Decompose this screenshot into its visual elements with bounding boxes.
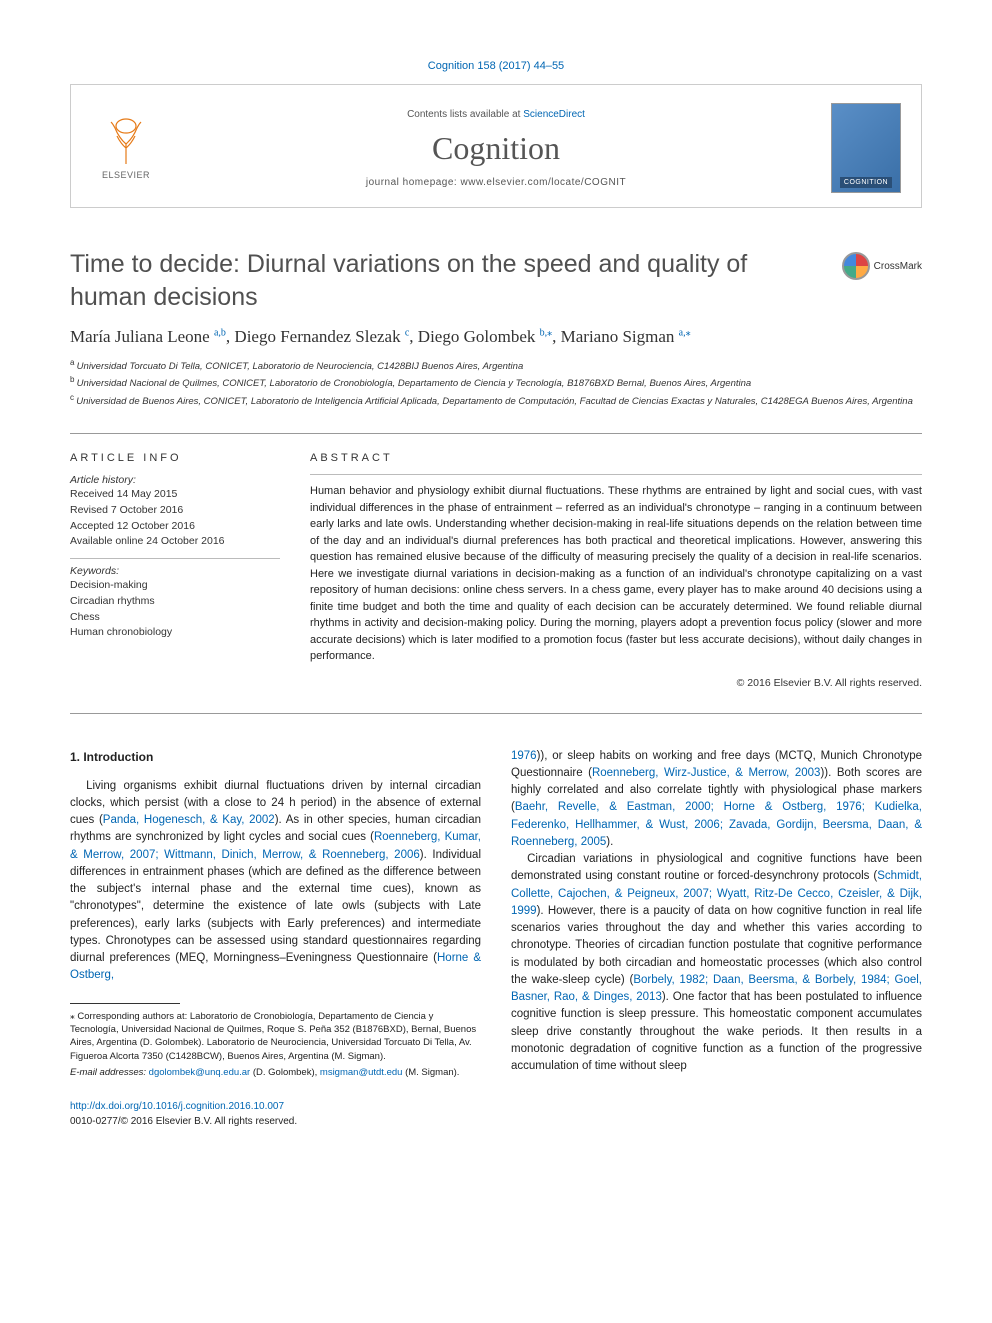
doi-line: http://dx.doi.org/10.1016/j.cognition.20… bbox=[70, 1099, 481, 1114]
doi-link[interactable]: http://dx.doi.org/10.1016/j.cognition.20… bbox=[70, 1101, 284, 1112]
citation: Cognition 158 (2017) 44–55 bbox=[70, 60, 922, 72]
citation-link[interactable]: 1976 bbox=[511, 750, 537, 762]
issn-copyright: 0010-0277/© 2016 Elsevier B.V. All right… bbox=[70, 1114, 481, 1129]
contents-available: Contents lists available at ScienceDirec… bbox=[161, 109, 831, 120]
journal-header: ELSEVIER Contents lists available at Sci… bbox=[70, 84, 922, 208]
abstract-heading: abstract bbox=[310, 452, 922, 464]
keywords-list: Decision-makingCircadian rhythmsChessHum… bbox=[70, 578, 280, 641]
email-link[interactable]: msigman@utdt.edu bbox=[320, 1067, 403, 1078]
section-divider bbox=[70, 713, 922, 714]
abstract: abstract Human behavior and physiology e… bbox=[310, 452, 922, 689]
article-title: Time to decide: Diurnal variations on th… bbox=[70, 248, 822, 313]
footnote-separator bbox=[70, 1003, 180, 1004]
body-column-left: 1. Introduction Living organisms exhibit… bbox=[70, 748, 481, 1129]
sciencedirect-link[interactable]: ScienceDirect bbox=[523, 109, 585, 120]
section-heading-introduction: 1. Introduction bbox=[70, 748, 481, 766]
affiliations: a Universidad Torcuato Di Tella, CONICET… bbox=[70, 357, 922, 409]
article-info: article info Article history: Received 1… bbox=[70, 452, 280, 689]
keywords-label: Keywords: bbox=[70, 558, 280, 577]
citation-link[interactable]: Panda, Hogenesch, & Kay, 2002 bbox=[103, 814, 275, 826]
article-history-label: Article history: bbox=[70, 474, 280, 486]
publisher-name: ELSEVIER bbox=[91, 170, 161, 180]
article-history: Received 14 May 2015Revised 7 October 20… bbox=[70, 487, 280, 550]
email-link[interactable]: dgolombek@unq.edu.ar bbox=[149, 1067, 251, 1078]
abstract-copyright: © 2016 Elsevier B.V. All rights reserved… bbox=[310, 677, 922, 689]
journal-cover-thumbnail: COGNITION bbox=[831, 103, 901, 193]
body-column-right: 1976)), or sleep habits on working and f… bbox=[511, 748, 922, 1129]
authors-line: María Juliana Leone a,b, Diego Fernandez… bbox=[70, 327, 922, 347]
elsevier-logo: ELSEVIER bbox=[91, 116, 161, 180]
crossmark-badge[interactable]: CrossMark bbox=[842, 252, 922, 280]
citation-link[interactable]: Baehr, Revelle, & Eastman, 2000; Horne &… bbox=[511, 801, 922, 848]
citation-link[interactable]: Roenneberg, Wirz-Justice, & Merrow, 2003 bbox=[592, 767, 821, 779]
homepage-url[interactable]: www.elsevier.com/locate/COGNIT bbox=[461, 177, 627, 188]
abstract-text: Human behavior and physiology exhibit di… bbox=[310, 474, 922, 665]
section-divider bbox=[70, 433, 922, 434]
article-info-heading: article info bbox=[70, 452, 280, 464]
journal-homepage: journal homepage: www.elsevier.com/locat… bbox=[161, 177, 831, 188]
corresponding-author-footnote: ⁎ Corresponding authors at: Laboratorio … bbox=[70, 1010, 481, 1079]
crossmark-icon bbox=[842, 252, 870, 280]
journal-name: Cognition bbox=[161, 130, 831, 167]
